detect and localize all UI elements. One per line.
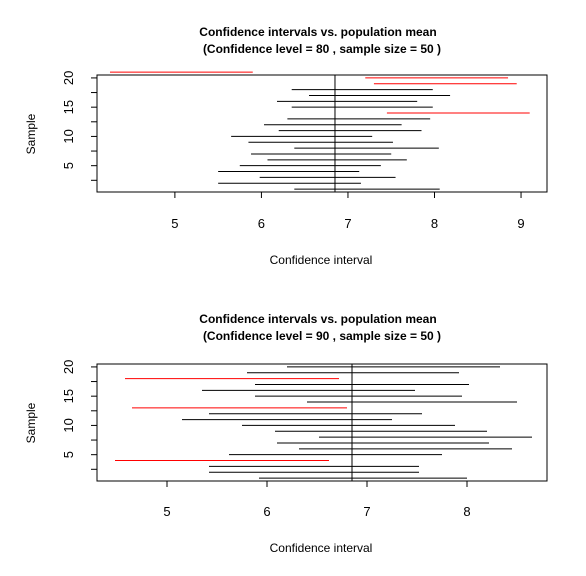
y-tick-label-5: 5 [61,451,76,458]
chart-panel-80: Confidence intervals vs. population mean… [24,25,548,267]
x-tick-label-5: 5 [171,216,178,231]
chart-title: Confidence intervals vs. population mean [199,25,436,39]
interval-series [115,366,532,479]
y-axis-label: Sample [24,113,38,154]
x-tick-label-7: 7 [363,504,370,519]
chart-panel-90: Confidence intervals vs. population mean… [24,312,548,555]
y-tick-label-20: 20 [61,360,76,374]
x-tick-label-9: 9 [517,216,524,231]
x-tick-label-8: 8 [463,504,470,519]
chart-subtitle: (Confidence level = 90 , sample size = 5… [203,329,441,343]
y-tick-label-10: 10 [61,129,76,143]
x-tick-label-5: 5 [163,504,170,519]
chart-title: Confidence intervals vs. population mean [199,312,436,326]
x-tick-label-8: 8 [431,216,438,231]
y-tick-label-5: 5 [61,162,76,169]
y-tick-label-15: 15 [61,389,76,403]
x-axis-label: Confidence interval [270,253,373,267]
x-axis-label: Confidence interval [270,541,373,555]
x-axis: 5 6 7 8 [163,481,471,519]
y-axis: 5 10 15 20 [61,360,97,470]
y-axis-label: Sample [24,402,38,443]
chart-subtitle: (Confidence level = 80 , sample size = 5… [203,42,441,56]
plot-frame [96,74,548,193]
y-tick-label-20: 20 [61,71,76,85]
interval-series [109,71,530,190]
plot-frame [96,363,548,482]
x-tick-label-7: 7 [344,216,351,231]
y-axis: 5 10 15 20 [61,71,97,181]
y-tick-label-10: 10 [61,418,76,432]
x-tick-label-6: 6 [258,216,265,231]
x-axis: 5 6 7 8 9 [171,192,525,231]
y-tick-label-15: 15 [61,100,76,114]
x-tick-label-6: 6 [263,504,270,519]
